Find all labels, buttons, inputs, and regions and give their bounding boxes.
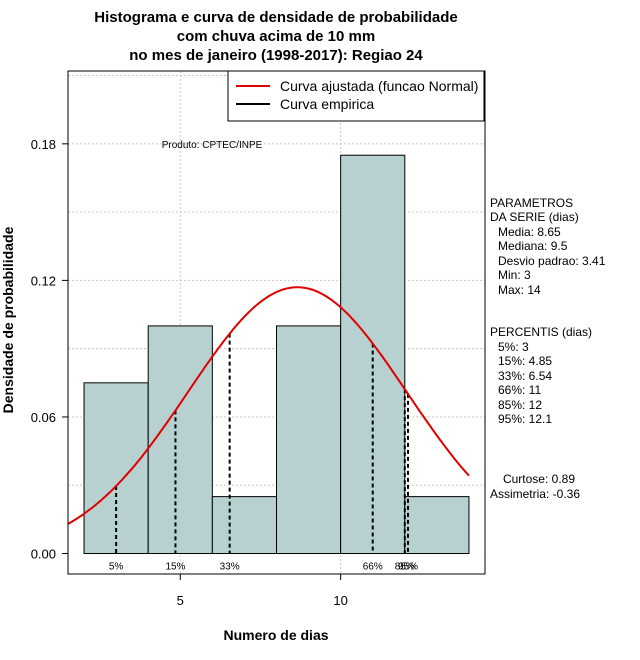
title-line-1: Histograma e curva de densidade de proba… [94,9,457,26]
legend-box [227,70,485,122]
percentil-95: 95%: 12.1 [498,412,552,426]
percentis-panel: PERCENTIS (dias) 5%: 3 15%: 4.85 33%: 6.… [490,325,592,426]
percentil-15: 15%: 4.85 [498,354,552,368]
y-axis-label: Densidade de probabilidade [0,226,16,413]
params-header-2: DA SERIE (dias) [490,210,579,224]
percentis-header: PERCENTIS (dias) [490,325,592,339]
param-desvio: Desvio padrao: 3.41 [498,254,606,268]
percentile-label: 5% [109,562,124,573]
legend-label-empirical: Curva empirica [280,96,374,112]
x-axis-label: Numero de dias [223,627,328,643]
y-tick-label: 0.12 [31,273,56,288]
x-axis: 5 10 [177,574,348,608]
y-axis: 0.00 0.06 0.12 0.18 [31,137,68,562]
param-min: Min: 3 [498,268,531,282]
percentile-lines: 5% 15% 33% 66% 85%95% [109,333,418,573]
shape-stats-panel: Curtose: 0.89 Assimetria: -0.36 [490,472,580,501]
percentile-label: 66% [363,562,383,573]
y-tick-label: 0.06 [31,410,56,425]
param-mediana: Mediana: 9.5 [498,239,568,253]
chart-title: Histograma e curva de densidade de proba… [94,9,457,64]
curtose-text: Curtose: 0.89 [503,472,575,486]
percentile-label: 95% [398,562,418,573]
legend: Curva ajustada (funcao Normal) Curva emp… [227,70,485,122]
title-line-3: no mes de janeiro (1998-2017): Regiao 24 [129,47,423,64]
params-header-1: PARAMETROS [490,196,573,210]
histogram-bar [83,382,149,555]
percentil-66: 66%: 11 [498,383,541,397]
percentile-label: 85% [395,562,415,573]
histogram-bar [404,496,470,555]
param-max: Max: 14 [498,283,541,297]
percentil-85: 85%: 12 [498,398,542,412]
x-tick-label: 10 [333,593,347,608]
x-tick-label: 5 [177,593,184,608]
percentil-5: 5%: 3 [498,340,529,354]
assimetria-text: Assimetria: -0.36 [490,487,580,501]
percentile-label: 15% [165,562,185,573]
title-line-2: com chuva acima de 10 mm [177,28,375,45]
histogram-bar [276,325,342,555]
histogram-bars [83,154,470,555]
normal-curve [67,286,470,525]
y-tick-label: 0.00 [31,547,56,562]
histogram-bar [211,496,278,555]
normal-curve-line [67,286,470,525]
histogram-bar [147,325,213,555]
param-media: Media: 8.65 [498,225,561,239]
legend-label-fitted: Curva ajustada (funcao Normal) [280,78,478,94]
parameters-panel: PARAMETROS DA SERIE (dias) Media: 8.65 M… [490,196,606,297]
percentile-label: 33% [220,562,240,573]
product-annotation: Produto: CPTEC/INPE [162,140,263,151]
percentil-33: 33%: 6.54 [498,369,552,383]
y-tick-label: 0.18 [31,137,56,152]
